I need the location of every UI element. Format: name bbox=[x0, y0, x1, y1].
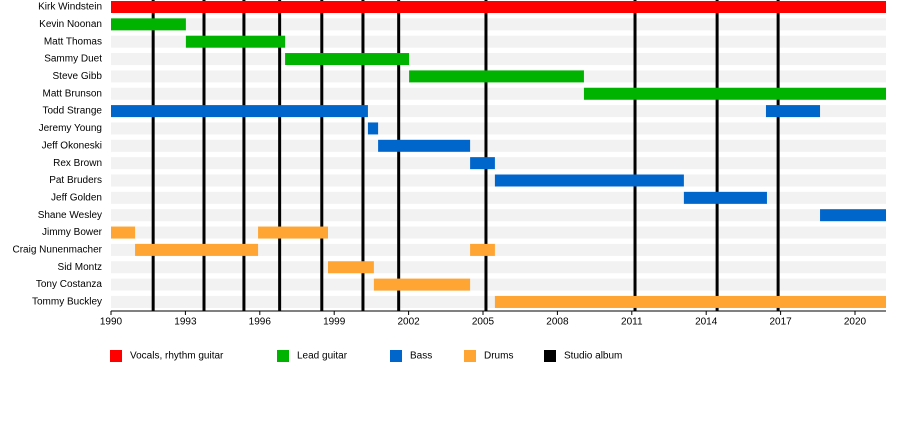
row-band bbox=[111, 278, 886, 291]
legend-label: Studio album bbox=[564, 351, 622, 362]
y-tick-label: Jimmy Bower bbox=[42, 227, 103, 238]
y-tick-label: Jeff Golden bbox=[51, 192, 102, 203]
bar bbox=[367, 122, 379, 135]
bar bbox=[765, 105, 821, 118]
y-tick-label: Steve Gibb bbox=[53, 71, 103, 82]
legend-label: Lead guitar bbox=[297, 351, 348, 362]
y-tick-label: Shane Wesley bbox=[38, 210, 102, 221]
legend-swatch bbox=[277, 350, 289, 362]
bar bbox=[494, 295, 886, 308]
y-tick-label: Sid Montz bbox=[58, 262, 102, 273]
bar bbox=[285, 53, 410, 66]
legend-swatch bbox=[544, 350, 556, 362]
row-band bbox=[111, 157, 886, 170]
bar bbox=[328, 261, 374, 274]
legend-label: Vocals, rhythm guitar bbox=[130, 351, 224, 362]
bar bbox=[494, 174, 684, 187]
y-tick-label: Tommy Buckley bbox=[32, 297, 102, 308]
row-band bbox=[111, 191, 886, 204]
y-tick-label: Craig Nunenmacher bbox=[13, 245, 103, 256]
bar bbox=[470, 243, 495, 256]
y-tick-label: Jeremy Young bbox=[39, 123, 102, 134]
legend-swatch bbox=[390, 350, 402, 362]
y-tick-label: Tony Costanza bbox=[36, 279, 103, 290]
bar bbox=[820, 209, 886, 222]
bar bbox=[409, 70, 584, 83]
x-tick-label: 1990 bbox=[100, 317, 123, 328]
x-tick-label: 1993 bbox=[174, 317, 197, 328]
x-tick-label: 2014 bbox=[695, 317, 718, 328]
row-band bbox=[111, 139, 886, 152]
legend-swatch bbox=[110, 350, 122, 362]
y-tick-label: Todd Strange bbox=[43, 106, 103, 117]
y-tick-label: Matt Thomas bbox=[44, 36, 102, 47]
x-tick-label: 2017 bbox=[769, 317, 792, 328]
x-tick-label: 1999 bbox=[323, 317, 346, 328]
bar bbox=[373, 278, 471, 291]
bar bbox=[378, 139, 471, 152]
bar bbox=[111, 1, 886, 13]
y-tick-label: Jeff Okoneski bbox=[42, 140, 102, 151]
bar bbox=[583, 87, 886, 100]
bar bbox=[185, 35, 286, 48]
legend-swatch bbox=[464, 350, 476, 362]
row-band bbox=[111, 209, 886, 222]
row-band bbox=[111, 35, 886, 48]
x-tick-label: 2011 bbox=[621, 317, 643, 328]
row-band bbox=[111, 261, 886, 274]
row-band bbox=[111, 226, 886, 239]
y-tick-label: Kirk Windstein bbox=[38, 2, 102, 13]
legend-label: Drums bbox=[484, 351, 513, 362]
bar bbox=[111, 18, 186, 31]
y-tick-label: Rex Brown bbox=[53, 158, 102, 169]
bar bbox=[470, 157, 495, 170]
row-band bbox=[111, 53, 886, 66]
y-tick-label: Kevin Noonan bbox=[39, 19, 102, 30]
row-band bbox=[111, 122, 886, 135]
x-tick-label: 1996 bbox=[249, 317, 272, 328]
legend-label: Bass bbox=[410, 351, 432, 362]
bar bbox=[111, 226, 136, 239]
bar bbox=[258, 226, 328, 239]
x-tick-label: 2002 bbox=[397, 317, 420, 328]
x-tick-label: 2020 bbox=[844, 317, 867, 328]
y-tick-label: Matt Brunson bbox=[43, 88, 102, 99]
row-band bbox=[111, 243, 886, 256]
bar bbox=[683, 191, 767, 204]
bar bbox=[111, 105, 368, 118]
y-tick-label: Pat Bruders bbox=[49, 175, 102, 186]
y-tick-label: Sammy Duet bbox=[44, 54, 102, 65]
x-tick-label: 2008 bbox=[546, 317, 569, 328]
bar bbox=[135, 243, 259, 256]
row-band bbox=[111, 18, 886, 31]
x-tick-label: 2005 bbox=[472, 317, 495, 328]
